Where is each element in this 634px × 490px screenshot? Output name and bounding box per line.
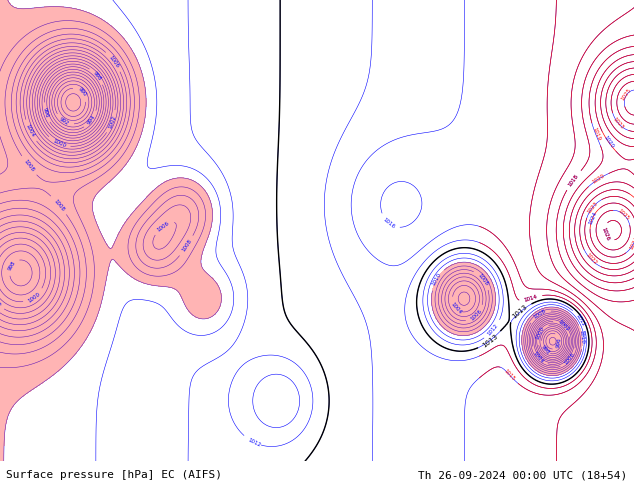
Text: 1010: 1010 xyxy=(431,272,443,287)
Text: 1006: 1006 xyxy=(108,54,120,69)
Text: 998: 998 xyxy=(540,344,550,356)
Text: 1000: 1000 xyxy=(51,138,67,148)
Text: 1008: 1008 xyxy=(22,159,35,173)
Text: 1013: 1013 xyxy=(481,333,499,348)
Text: 1020: 1020 xyxy=(591,173,605,185)
Text: Surface pressure [hPa] EC (AIFS): Surface pressure [hPa] EC (AIFS) xyxy=(6,470,223,480)
Text: 998: 998 xyxy=(7,260,16,271)
Text: 996: 996 xyxy=(42,107,49,118)
Text: 990: 990 xyxy=(77,87,87,98)
Text: 1024: 1024 xyxy=(588,210,598,225)
Text: 1008: 1008 xyxy=(477,272,489,287)
Text: 1016: 1016 xyxy=(382,217,396,229)
Text: 1018: 1018 xyxy=(567,173,579,187)
Text: 994: 994 xyxy=(86,114,96,125)
Text: 1002: 1002 xyxy=(557,319,571,333)
Text: 1015: 1015 xyxy=(503,368,516,382)
Text: 1012: 1012 xyxy=(574,313,586,327)
Text: 1018: 1018 xyxy=(567,173,579,187)
Text: 1004: 1004 xyxy=(25,123,36,138)
Text: 1025: 1025 xyxy=(621,88,633,102)
Text: 1024: 1024 xyxy=(628,236,634,251)
Text: 1006: 1006 xyxy=(564,352,576,366)
Text: 1000: 1000 xyxy=(27,291,41,303)
Text: 1006: 1006 xyxy=(470,309,483,322)
Text: 1008: 1008 xyxy=(53,198,65,212)
Text: 1016: 1016 xyxy=(554,474,559,489)
Text: 1010: 1010 xyxy=(579,330,585,344)
Text: 1004: 1004 xyxy=(450,301,462,315)
Text: 1013: 1013 xyxy=(512,304,529,320)
Text: 1000: 1000 xyxy=(534,326,545,341)
Text: 1008: 1008 xyxy=(181,239,193,253)
Text: 1016: 1016 xyxy=(554,474,559,489)
Text: 1022: 1022 xyxy=(632,195,634,209)
Text: 1006: 1006 xyxy=(157,220,171,233)
Text: 1026: 1026 xyxy=(600,226,610,242)
Text: 1022: 1022 xyxy=(585,253,598,266)
Text: Th 26-09-2024 00:00 UTC (18+54): Th 26-09-2024 00:00 UTC (18+54) xyxy=(418,470,628,480)
Text: 992: 992 xyxy=(58,117,70,126)
Text: 1023: 1023 xyxy=(586,200,599,215)
Text: 1025: 1025 xyxy=(617,208,631,221)
Text: 1004: 1004 xyxy=(531,350,544,364)
Text: 1002: 1002 xyxy=(0,294,1,308)
Text: 1019: 1019 xyxy=(591,127,600,142)
Text: 1014: 1014 xyxy=(523,294,538,303)
Text: 1020: 1020 xyxy=(602,135,614,149)
Text: 1002: 1002 xyxy=(107,114,117,129)
Text: 1010: 1010 xyxy=(1,489,6,490)
Text: 996: 996 xyxy=(556,337,563,348)
Text: 1026: 1026 xyxy=(600,226,610,242)
Text: 1023: 1023 xyxy=(612,117,625,130)
Text: 1012: 1012 xyxy=(486,323,500,337)
Text: 1008: 1008 xyxy=(533,309,547,320)
Text: 1014: 1014 xyxy=(523,294,538,303)
Text: 1012: 1012 xyxy=(247,437,261,448)
Text: 998: 998 xyxy=(92,71,102,82)
